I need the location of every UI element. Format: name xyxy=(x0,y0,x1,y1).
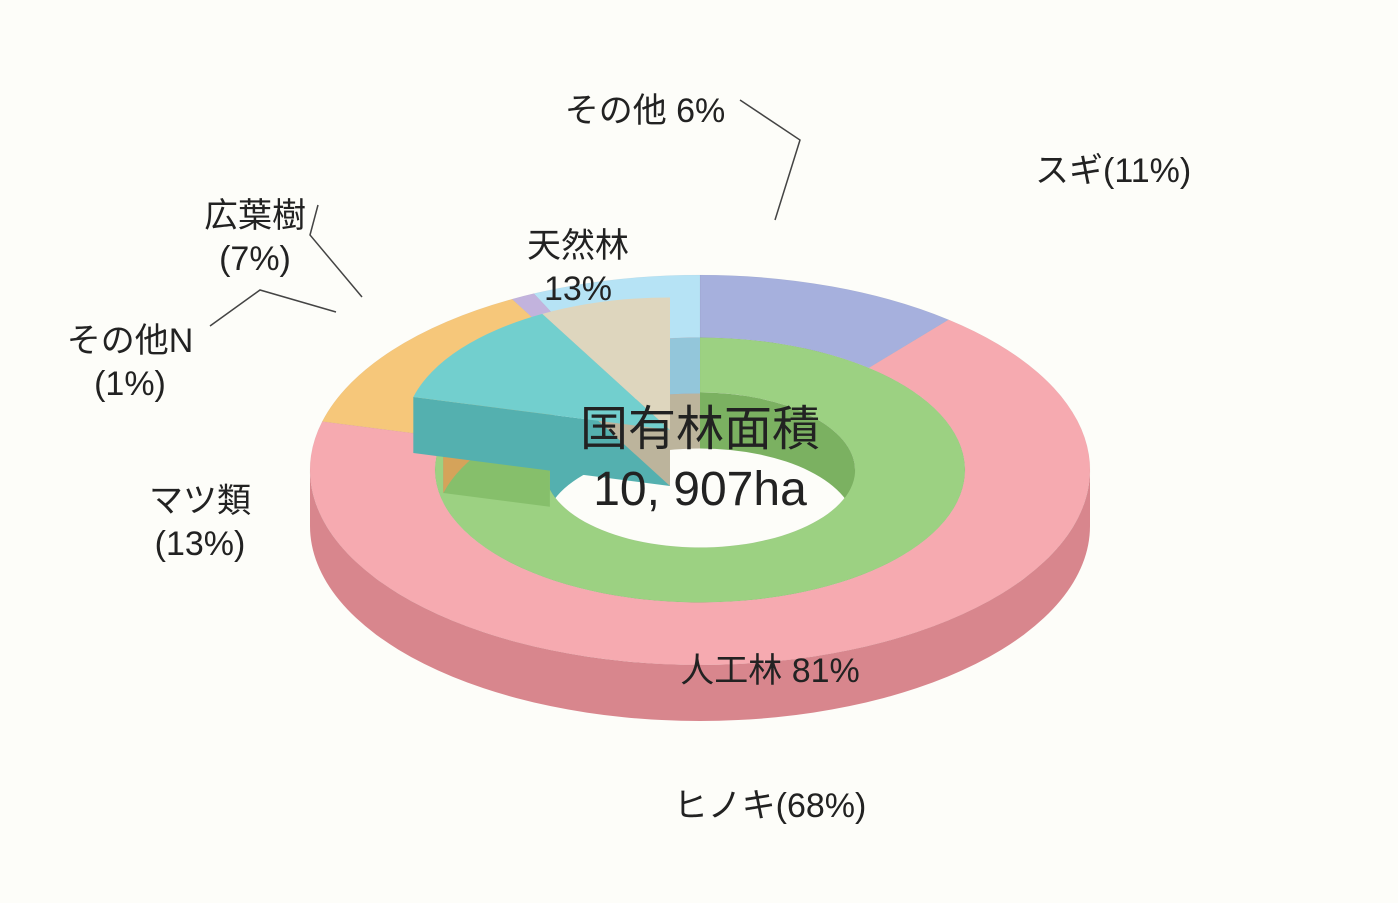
label-tennen: 天然林 13% xyxy=(527,225,629,310)
label-kouyou: 広葉樹(7%) xyxy=(204,195,306,280)
label-sugi: スギ(11%) xyxy=(1035,150,1191,193)
label-hinoki: ヒノキ(68%) xyxy=(674,785,867,828)
label-otherN: その他N(1%) xyxy=(67,320,194,405)
label-jinkou: 人工林 81% xyxy=(680,650,860,693)
center-label: 国有林面積 10, 907ha xyxy=(580,400,820,520)
label-matsu: マツ類(13%) xyxy=(149,480,251,565)
label-other: その他 6% xyxy=(565,90,726,133)
chart-stage: その他 6% スギ(11%) 広葉樹(7%) 天然林 13% その他N(1%) … xyxy=(0,0,1398,903)
